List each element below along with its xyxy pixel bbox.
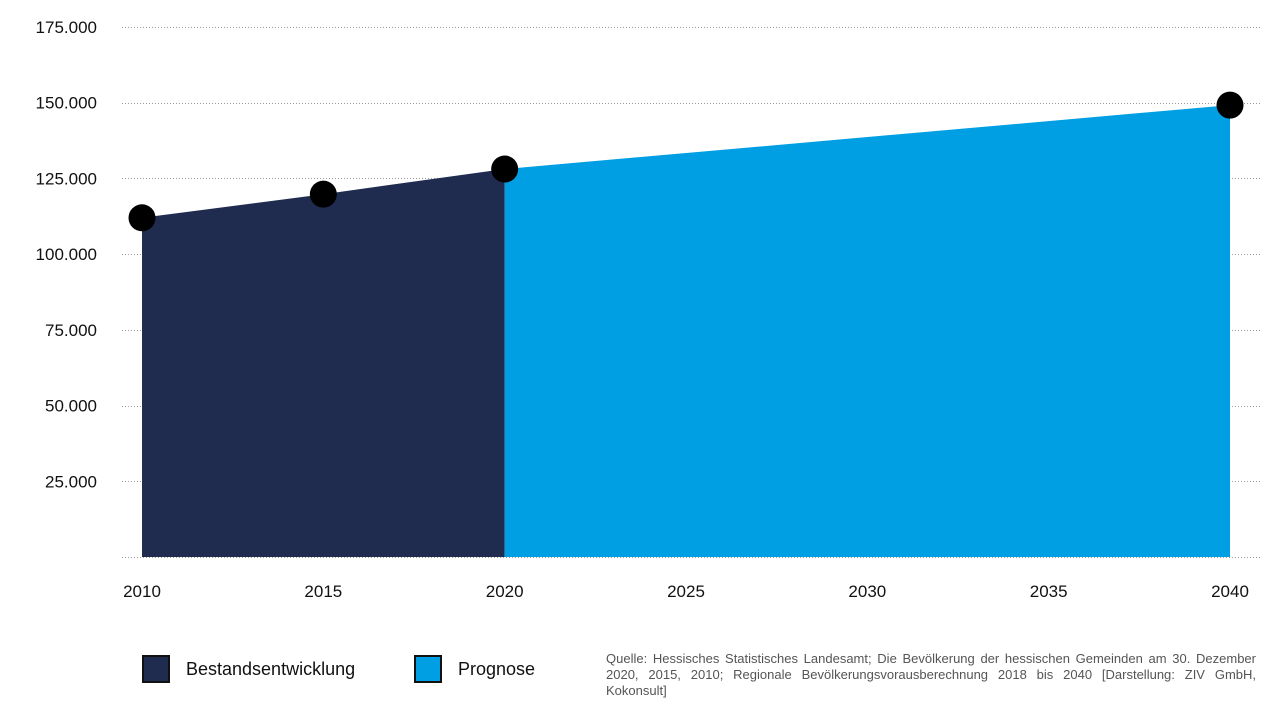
area-1 xyxy=(504,105,1230,557)
area-0 xyxy=(142,169,505,557)
legend-label-bestand: Bestandsentwicklung xyxy=(186,658,356,679)
x-tick-label: 2030 xyxy=(848,582,886,601)
y-tick-label: 100.000 xyxy=(36,245,97,264)
legend-item-prognose: Prognose xyxy=(414,655,535,683)
x-axis-ticks: 2010 2015 2020 2025 2030 2035 2040 xyxy=(123,582,1249,601)
y-tick-label: 25.000 xyxy=(45,472,97,491)
data-marker-3 xyxy=(1216,91,1244,119)
y-tick-label: 125.000 xyxy=(36,169,97,188)
x-tick-label: 2010 xyxy=(123,582,161,601)
y-tick-label: 175.000 xyxy=(36,18,97,37)
legend-label-prognose: Prognose xyxy=(458,658,536,679)
data-marker-2 xyxy=(491,155,519,183)
y-tick-label: 75.000 xyxy=(45,321,97,340)
data-marker-0 xyxy=(128,204,156,232)
x-tick-label: 2040 xyxy=(1211,582,1249,601)
x-tick-label: 2025 xyxy=(667,582,705,601)
legend-item-bestandsentwicklung: Bestandsentwicklung xyxy=(142,655,355,683)
data-marker-1 xyxy=(309,180,337,208)
y-tick-label: 50.000 xyxy=(45,397,97,416)
x-tick-label: 2020 xyxy=(486,582,524,601)
x-tick-label: 2015 xyxy=(304,582,342,601)
legend-swatch-prognose xyxy=(414,655,442,683)
y-tick-label: 150.000 xyxy=(36,94,97,113)
y-axis-ticks: 25.000 50.000 75.000 100.000 125.000 150.000 1… xyxy=(36,18,97,491)
population-area-chart: 25.000 50.000 75.000 100.000 125.000 150.000 1… xyxy=(36,18,1262,601)
legend-swatch-bestand xyxy=(142,655,170,683)
area-series xyxy=(142,105,1230,557)
x-tick-label: 2035 xyxy=(1030,582,1068,601)
data-markers xyxy=(128,91,1244,232)
source-note: Quelle: Hessisches Statistisches Landesa… xyxy=(606,651,1256,698)
